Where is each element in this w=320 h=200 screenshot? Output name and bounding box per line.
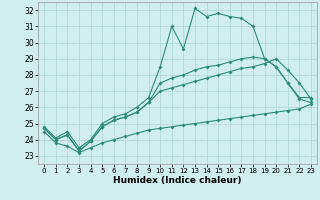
X-axis label: Humidex (Indice chaleur): Humidex (Indice chaleur) — [113, 176, 242, 185]
